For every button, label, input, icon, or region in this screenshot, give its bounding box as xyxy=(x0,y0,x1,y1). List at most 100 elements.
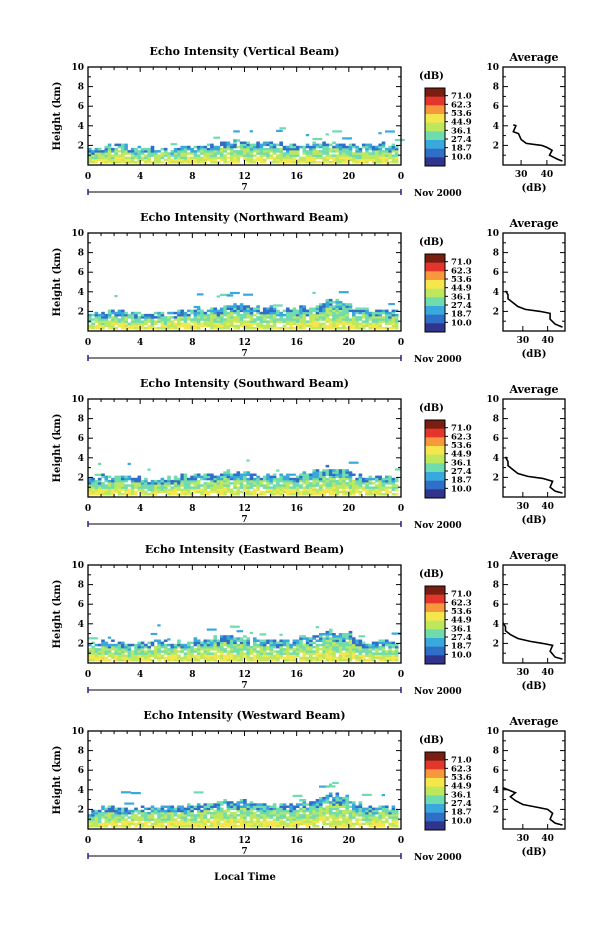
colorbar-label: 44.9 xyxy=(451,782,472,792)
heatmap-cell xyxy=(332,652,336,655)
heatmap-cell xyxy=(173,818,178,821)
heatmap-cell xyxy=(91,484,95,487)
heatmap-cell xyxy=(124,811,128,815)
heatmap-cell xyxy=(220,147,224,151)
heatmap-cell xyxy=(107,158,112,162)
heatmap-cell xyxy=(196,822,201,826)
heatmap-cell xyxy=(233,656,237,660)
x-tick-label: 0 xyxy=(398,504,404,514)
date-label: Nov 2000 xyxy=(414,853,462,863)
heatmap-cell xyxy=(358,490,363,494)
heatmap-cell xyxy=(246,477,250,481)
heatmap-cell xyxy=(381,154,386,157)
heatmap-cell xyxy=(88,654,92,658)
heatmap-cell xyxy=(342,809,346,813)
heatmap-cell xyxy=(200,147,204,151)
heatmap-cell xyxy=(196,811,201,815)
heatmap-cell xyxy=(187,158,191,162)
heatmap-cell xyxy=(305,320,310,323)
heatmap-cell xyxy=(117,479,122,483)
heatmap-cell xyxy=(213,147,217,151)
heatmap-cell xyxy=(355,650,359,653)
heatmap-cell xyxy=(216,313,221,317)
heatmap-cell xyxy=(276,490,280,494)
heatmap-cell xyxy=(134,147,138,151)
x-tick-label: 8 xyxy=(189,338,195,348)
heatmap-cell xyxy=(295,318,300,321)
heatmap-cell xyxy=(236,637,241,640)
heatmap-cell xyxy=(253,318,257,321)
heatmap-cell xyxy=(229,156,234,160)
heatmap-cell xyxy=(187,316,191,319)
heatmap-cell xyxy=(94,822,99,826)
y-axis-label: Height (km) xyxy=(52,248,63,317)
heatmap-cell xyxy=(206,803,211,806)
heatmap-cell xyxy=(216,479,221,483)
heatmap-cell xyxy=(266,486,270,489)
heatmap-cell xyxy=(378,324,382,328)
heatmap-cell xyxy=(101,824,105,828)
heatmap-cell xyxy=(157,658,161,662)
heatmap-cell xyxy=(183,145,188,149)
heatmap-cell xyxy=(114,326,118,330)
heatmap-cell xyxy=(352,822,356,826)
heatmap-cell xyxy=(319,809,323,813)
heatmap-cell xyxy=(97,658,102,662)
heatmap-cell xyxy=(140,486,145,489)
heatmap-cell xyxy=(322,492,326,496)
heatmap-cell xyxy=(381,654,386,658)
heatmap-cell xyxy=(302,805,307,808)
heatmap-cell xyxy=(394,147,399,151)
heatmap-cell xyxy=(163,816,168,819)
heatmap-cell xyxy=(253,641,257,645)
heatmap-cell xyxy=(94,816,99,819)
heatmap-cell xyxy=(193,160,198,164)
heatmap-cell xyxy=(167,648,171,651)
heatmap-cell xyxy=(325,311,330,315)
heatmap-cell xyxy=(127,816,132,819)
heatmap-cell xyxy=(154,152,158,155)
heatmap-cell xyxy=(216,147,221,151)
heatmap-cell xyxy=(223,158,227,162)
heatmap-cell xyxy=(276,822,280,826)
heatmap-cell xyxy=(190,158,194,162)
heatmap-cell xyxy=(160,156,165,160)
heatmap-cell xyxy=(107,645,112,649)
heatmap-cell xyxy=(163,322,168,326)
heatmap-cell xyxy=(348,461,359,464)
heatmap-cell xyxy=(140,479,145,483)
heatmap-cell xyxy=(319,816,323,819)
heatmap-cell xyxy=(163,658,168,662)
heatmap-cell xyxy=(328,822,333,826)
heatmap-cell xyxy=(213,486,217,489)
heatmap-cell xyxy=(315,311,320,315)
heatmap-cell xyxy=(305,648,310,651)
heatmap-cell xyxy=(130,160,135,164)
heatmap-cell xyxy=(167,820,171,824)
heatmap-cell xyxy=(361,641,366,645)
heatmap-cell xyxy=(163,639,168,642)
heatmap-cell xyxy=(180,473,184,476)
heatmap-cell xyxy=(361,654,366,658)
heatmap-cell xyxy=(305,650,310,653)
colorbar-label: 27.4 xyxy=(451,799,472,809)
heatmap-cell xyxy=(130,322,135,326)
heatmap-cell xyxy=(193,641,198,645)
heatmap-cell xyxy=(282,320,287,323)
heatmap-cell xyxy=(236,139,241,142)
heatmap-cell xyxy=(124,822,128,826)
heatmap-cell xyxy=(348,639,353,642)
average-line xyxy=(504,290,563,328)
heatmap-cell xyxy=(137,820,142,824)
heatmap-cell xyxy=(302,322,307,326)
heatmap-cell xyxy=(299,156,303,160)
heatmap-cell xyxy=(348,486,353,489)
heatmap-cell xyxy=(177,484,181,487)
colorbar-band xyxy=(425,288,445,298)
heatmap-cell xyxy=(352,160,356,164)
heatmap-cell xyxy=(342,479,346,483)
heatmap-cell xyxy=(114,482,118,485)
heatmap-cell xyxy=(256,326,260,330)
heatmap-cell xyxy=(352,158,356,162)
heatmap-cell xyxy=(266,313,270,317)
